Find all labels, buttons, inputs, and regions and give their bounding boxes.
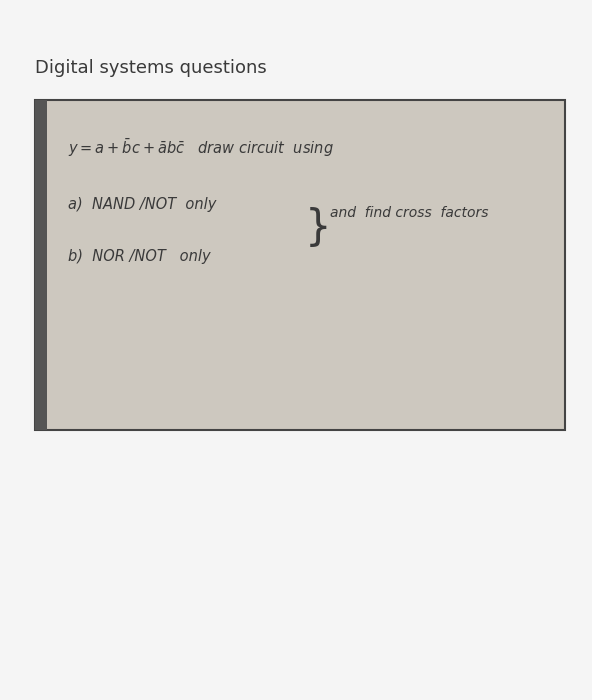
- Text: $y = a + \bar{b}c + \bar{a}b\bar{c}$   draw circuit  using: $y = a + \bar{b}c + \bar{a}b\bar{c}$ dra…: [68, 137, 334, 159]
- Bar: [35, 100, 47, 430]
- Text: a)  NAND /NOT  only: a) NAND /NOT only: [68, 197, 216, 213]
- Text: b)  NOR /NOT   only: b) NOR /NOT only: [68, 249, 211, 265]
- Text: }: }: [305, 207, 332, 249]
- Text: Digital systems questions: Digital systems questions: [35, 59, 267, 77]
- Text: and  find cross  factors: and find cross factors: [330, 206, 488, 220]
- Bar: [35, 100, 565, 430]
